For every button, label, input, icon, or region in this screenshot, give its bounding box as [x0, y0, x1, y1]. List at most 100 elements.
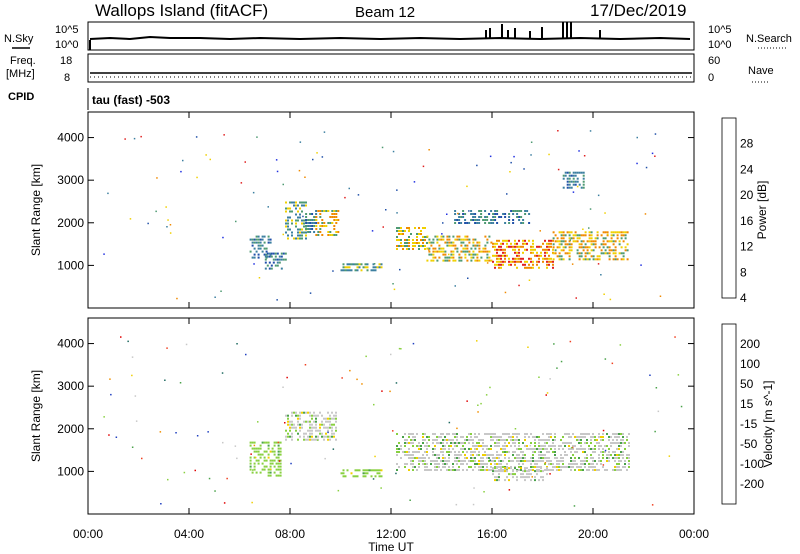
echo-cell — [452, 469, 454, 471]
echo-cell — [494, 467, 496, 470]
echo-cell — [568, 171, 571, 174]
echo-cell — [251, 244, 254, 247]
echo-cell — [444, 445, 446, 447]
echo-cell — [460, 216, 463, 218]
echo-cell — [464, 238, 467, 241]
echo-cell — [548, 257, 550, 260]
echo-cell — [492, 254, 494, 257]
echo-cell — [552, 445, 554, 447]
echo-cell — [586, 442, 588, 444]
noise-cell — [571, 446, 574, 449]
echo-cell — [568, 183, 571, 186]
echo-cell — [428, 241, 431, 244]
echo-cell — [299, 414, 301, 417]
echo-cell — [562, 463, 564, 465]
echo-cell — [284, 252, 287, 255]
echo-cell — [516, 266, 518, 269]
echo-cell — [396, 433, 398, 435]
noise-cell — [651, 504, 654, 506]
echo-cell — [470, 256, 473, 259]
echo-cell — [498, 216, 501, 218]
echo-cell — [500, 454, 502, 456]
echo-cell — [530, 257, 532, 260]
noise-cell — [160, 503, 162, 505]
echo-cell — [468, 433, 470, 435]
echo-cell — [586, 258, 589, 261]
noise-cell — [569, 239, 571, 241]
echo-cell — [530, 473, 532, 476]
echo-cell — [564, 252, 567, 255]
noise-cell — [602, 429, 605, 432]
echo-cell — [350, 263, 353, 266]
echo-cell — [450, 241, 453, 244]
noise-cell — [131, 374, 133, 377]
echo-cell — [456, 433, 458, 435]
echo-cell — [490, 219, 493, 221]
echo-cell — [279, 474, 282, 477]
noise-cell — [309, 292, 312, 294]
echo-cell — [436, 250, 439, 253]
echo-cell — [620, 231, 623, 234]
echo-cell — [532, 266, 534, 269]
echo-cell — [305, 213, 308, 215]
echo-cell — [478, 247, 481, 250]
noise-cell — [373, 263, 376, 265]
echo-cell — [289, 426, 291, 429]
echo-cell — [488, 213, 491, 215]
noise-cell — [374, 455, 376, 458]
echo-cell — [259, 244, 262, 247]
echo-cell — [494, 245, 496, 248]
echo-cell — [404, 442, 406, 444]
echo-cell — [602, 252, 605, 255]
echo-cell — [362, 472, 365, 475]
echo-cell — [502, 466, 504, 468]
echo-cell — [544, 254, 546, 257]
echo-cell — [259, 238, 262, 241]
echo-cell — [570, 246, 573, 249]
echo-cell — [508, 257, 510, 260]
echo-cell — [458, 216, 461, 218]
echo-cell — [566, 442, 568, 444]
echo-cell — [319, 216, 322, 218]
echo-cell — [436, 466, 438, 468]
echo-cell — [566, 433, 568, 435]
power-frame — [87, 111, 695, 309]
echo-cell — [428, 445, 430, 447]
echo-cell — [506, 254, 508, 257]
echo-cell — [327, 429, 329, 432]
echo-cell — [414, 451, 416, 453]
noise-cell — [446, 213, 448, 215]
echo-cell — [614, 433, 616, 435]
echo-cell — [592, 258, 595, 261]
echo-cell — [269, 450, 272, 453]
noise-cell — [167, 478, 169, 481]
echo-cell — [301, 228, 303, 231]
echo-cell — [484, 454, 486, 456]
echo-cell — [558, 240, 561, 243]
echo-cell — [426, 466, 428, 468]
echo-cell — [406, 463, 408, 465]
echo-cell — [396, 454, 398, 456]
date-label: 17/Dec/2019 — [590, 1, 686, 20]
echo-cell — [486, 250, 489, 253]
echo-cell — [364, 475, 367, 478]
echo-cell — [319, 411, 321, 414]
echo-cell — [616, 466, 618, 468]
echo-cell — [464, 235, 467, 238]
echo-cell — [590, 439, 592, 441]
echo-cell — [319, 429, 321, 432]
echo-cell — [253, 241, 256, 244]
cpid-text: tau (fast) -503 — [92, 93, 170, 107]
echo-cell — [293, 426, 295, 429]
echo-cell — [504, 470, 506, 473]
echo-cell — [273, 465, 276, 468]
echo-cell — [410, 433, 412, 435]
echo-cell — [342, 475, 345, 478]
echo-cell — [508, 245, 510, 248]
echo-cell — [458, 238, 461, 241]
echo-cell — [440, 247, 443, 250]
noise-cell — [381, 146, 384, 149]
echo-cell — [554, 457, 556, 459]
echo-cell — [264, 258, 267, 261]
echo-cell — [319, 231, 322, 233]
